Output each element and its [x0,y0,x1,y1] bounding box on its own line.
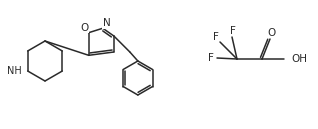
Text: F: F [230,26,236,36]
Text: O: O [267,28,275,38]
Text: N: N [103,18,111,28]
Text: O: O [80,23,89,33]
Text: NH: NH [7,66,22,76]
Text: F: F [213,32,219,42]
Text: F: F [208,53,214,63]
Text: OH: OH [291,54,307,64]
